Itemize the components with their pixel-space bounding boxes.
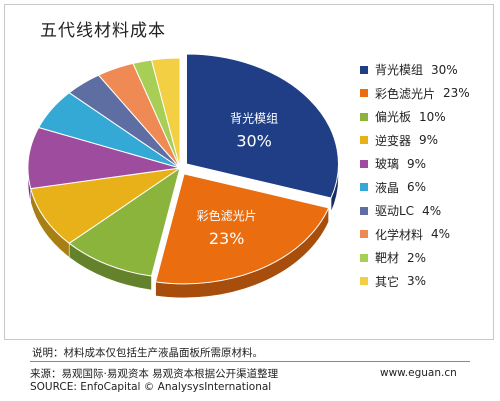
legend-label: 背光模组: [375, 63, 424, 78]
pie-slice-3: [30, 167, 181, 244]
pie-slice-1: [154, 173, 330, 285]
pie-slice-2: [68, 166, 181, 277]
legend-item: 背光模组 30%: [360, 58, 470, 82]
legend-label: 靶材: [375, 251, 400, 266]
legend-value: 9%: [419, 133, 439, 148]
footer-divider: [30, 361, 470, 362]
legend-value: 3%: [407, 274, 427, 289]
legend-value: 4%: [422, 203, 442, 218]
source-cn: 来源：易观国际·易观资本 易观资本根据公开渠道整理: [30, 368, 279, 380]
legend-swatch: [360, 65, 368, 74]
legend-value: 2%: [407, 250, 427, 265]
legend-swatch: [360, 89, 368, 98]
legend-label: 彩色滤光片: [375, 86, 436, 101]
legend-swatch: [360, 277, 368, 286]
legend-item: 逆变器 9%: [360, 129, 470, 153]
legend-label: 逆变器: [375, 133, 412, 148]
legend-value: 9%: [407, 156, 427, 171]
legend-label: 偏光板: [375, 110, 412, 125]
slice-label-value-0: 30%: [236, 131, 272, 150]
legend-value: 6%: [407, 180, 427, 195]
legend-item: 玻璃 9%: [360, 152, 470, 176]
website-link[interactable]: www.eguan.cn: [380, 367, 457, 379]
legend-swatch: [360, 159, 368, 168]
legend-value: 4%: [431, 227, 451, 242]
legend-value: 30%: [431, 62, 458, 77]
legend-item: 其它 3%: [360, 270, 470, 294]
legend-swatch: [360, 183, 368, 192]
legend-value: 10%: [419, 109, 446, 124]
pie-slice-0: [185, 53, 339, 199]
legend-swatch: [360, 112, 368, 121]
chart-title: 五代线材料成本: [40, 21, 166, 41]
legend-value: 23%: [443, 86, 470, 101]
legend-label: 液晶: [375, 180, 400, 195]
legend-item: 彩色滤光片 23%: [360, 82, 470, 106]
pie-slice-9: [150, 57, 181, 169]
legend-item: 偏光板 10%: [360, 105, 470, 129]
source-en: SOURCE: EnfoCapital © AnalysysInternatio…: [30, 381, 272, 393]
legend-swatch: [360, 230, 368, 239]
legend-label: 其它: [375, 274, 400, 289]
legend-swatch: [360, 253, 368, 262]
legend-label: 化学材料: [375, 227, 424, 242]
legend-item: 液晶 6%: [360, 176, 470, 200]
legend-label: 驱动LC: [375, 204, 415, 219]
legend-swatch: [360, 136, 368, 145]
legend-swatch: [360, 206, 368, 215]
slice-label-name-1: 彩色滤光片: [197, 209, 257, 223]
legend-label: 玻璃: [375, 157, 400, 172]
slice-label-value-1: 23%: [209, 229, 245, 248]
legend: 背光模组 30% 彩色滤光片 23% 偏光板 10% 逆变器 9% 玻璃 9% 液晶 6% 驱动LC 4%…: [360, 58, 470, 293]
pie-slice-4: [27, 126, 181, 190]
footnote: 说明：材料成本仅包括生产液晶面板所需原材料。: [32, 347, 263, 359]
legend-item: 靶材 2%: [360, 246, 470, 270]
pie-slices: [27, 53, 339, 285]
legend-item: 驱动LC 4%: [360, 199, 470, 223]
legend-item: 化学材料 4%: [360, 223, 470, 247]
slice-label-name-0: 背光模组: [230, 111, 278, 125]
